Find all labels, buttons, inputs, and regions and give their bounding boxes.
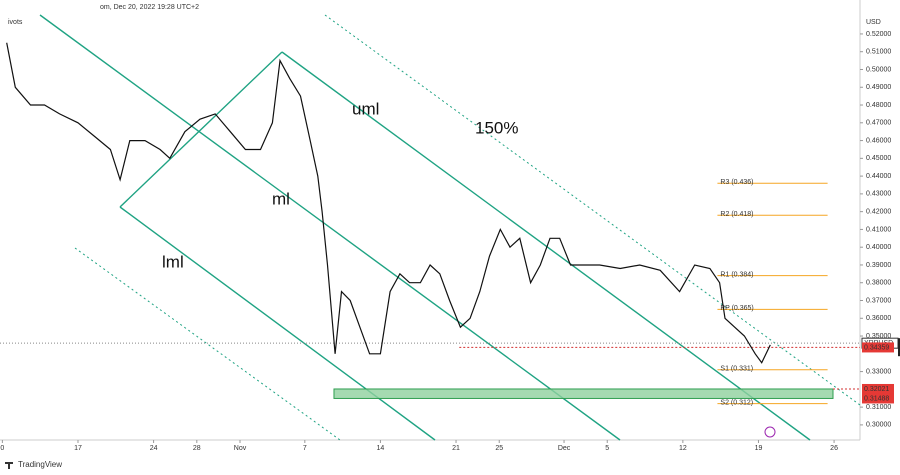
x-tick-label: 0 — [0, 445, 4, 452]
y-tick-label: 0.49000 — [866, 84, 891, 91]
level-box — [862, 383, 894, 394]
x-tick-label: 17 — [74, 445, 82, 452]
timestamp: om, Dec 20, 2022 19:28 UTC+2 — [100, 4, 199, 11]
pitchfork-handle — [119, 51, 283, 208]
y-tick-label: 0.36000 — [866, 315, 891, 322]
pivot-label: R2 (0.418) — [720, 211, 753, 218]
x-tick-label: 24 — [150, 445, 158, 452]
x-tick-label: 21 — [452, 445, 460, 452]
y-tick-label: 0.50000 — [866, 66, 891, 73]
pivot-label: PP (0.365) — [720, 305, 753, 312]
pivot-label: R3 (0.436) — [720, 179, 753, 186]
x-tick-label: 26 — [830, 445, 838, 452]
price-line — [6, 42, 771, 364]
y-tick-label: 0.39000 — [866, 262, 891, 269]
x-tick-label: Nov — [234, 445, 247, 452]
support-zone — [333, 388, 834, 399]
level-label: 0.31488 — [864, 395, 889, 402]
x-tick-label: 19 — [755, 445, 763, 452]
pivot-label: S1 (0.331) — [720, 366, 753, 373]
y-tick-label: 0.45000 — [866, 155, 891, 162]
y-tick-label: 0.40000 — [866, 244, 891, 251]
annotation: lml — [162, 252, 184, 271]
pivot-label: S2 (0.312) — [720, 399, 753, 406]
x-tick-label: 25 — [495, 445, 503, 452]
y-tick-label: 0.44000 — [866, 173, 891, 180]
x-tick-label: 5 — [605, 445, 609, 452]
level-box — [862, 342, 894, 353]
currency: USD — [866, 19, 881, 26]
y-tick-label: 0.35000 — [866, 333, 891, 340]
y-tick-label: 0.47000 — [866, 120, 891, 127]
x-tick-label: 28 — [193, 445, 201, 452]
level-label: 0.32021 — [864, 386, 889, 393]
level-label: 0.34359 — [864, 344, 889, 351]
median-line — [39, 14, 621, 441]
x-tick-label: Dec — [558, 445, 571, 452]
y-tick-label: 0.30000 — [866, 422, 891, 429]
lower-median-line — [119, 206, 436, 441]
x-tick-label: 12 — [679, 445, 687, 452]
y-tick-label: 0.37000 — [866, 297, 891, 304]
annotation: 150% — [475, 118, 518, 137]
upper-median-line — [281, 51, 811, 441]
price-box — [898, 338, 900, 357]
y-tick-label: 0.51000 — [866, 49, 891, 56]
annotation: uml — [352, 99, 379, 118]
event-icon[interactable] — [764, 426, 776, 438]
brand: TradingView — [18, 460, 62, 469]
pivot-label: R1 (0.384) — [720, 271, 753, 278]
level-150-line — [324, 14, 861, 406]
y-tick-label: 0.41000 — [866, 226, 891, 233]
y-tick-label: 0.33000 — [866, 368, 891, 375]
annotation: ml — [272, 189, 290, 208]
x-tick-label: 14 — [377, 445, 385, 452]
y-tick-label: 0.43000 — [866, 191, 891, 198]
y-tick-label: 0.46000 — [866, 137, 891, 144]
level-box — [862, 393, 894, 404]
x-tick-label: 7 — [303, 445, 307, 452]
y-tick-label: 0.31000 — [866, 404, 891, 411]
brand-logo — [5, 462, 13, 469]
y-tick-label: 0.52000 — [866, 31, 891, 38]
y-tick-label: 0.42000 — [866, 208, 891, 215]
indicator-name: ivots — [8, 19, 23, 26]
y-tick-label: 0.38000 — [866, 280, 891, 287]
y-tick-label: 0.48000 — [866, 102, 891, 109]
